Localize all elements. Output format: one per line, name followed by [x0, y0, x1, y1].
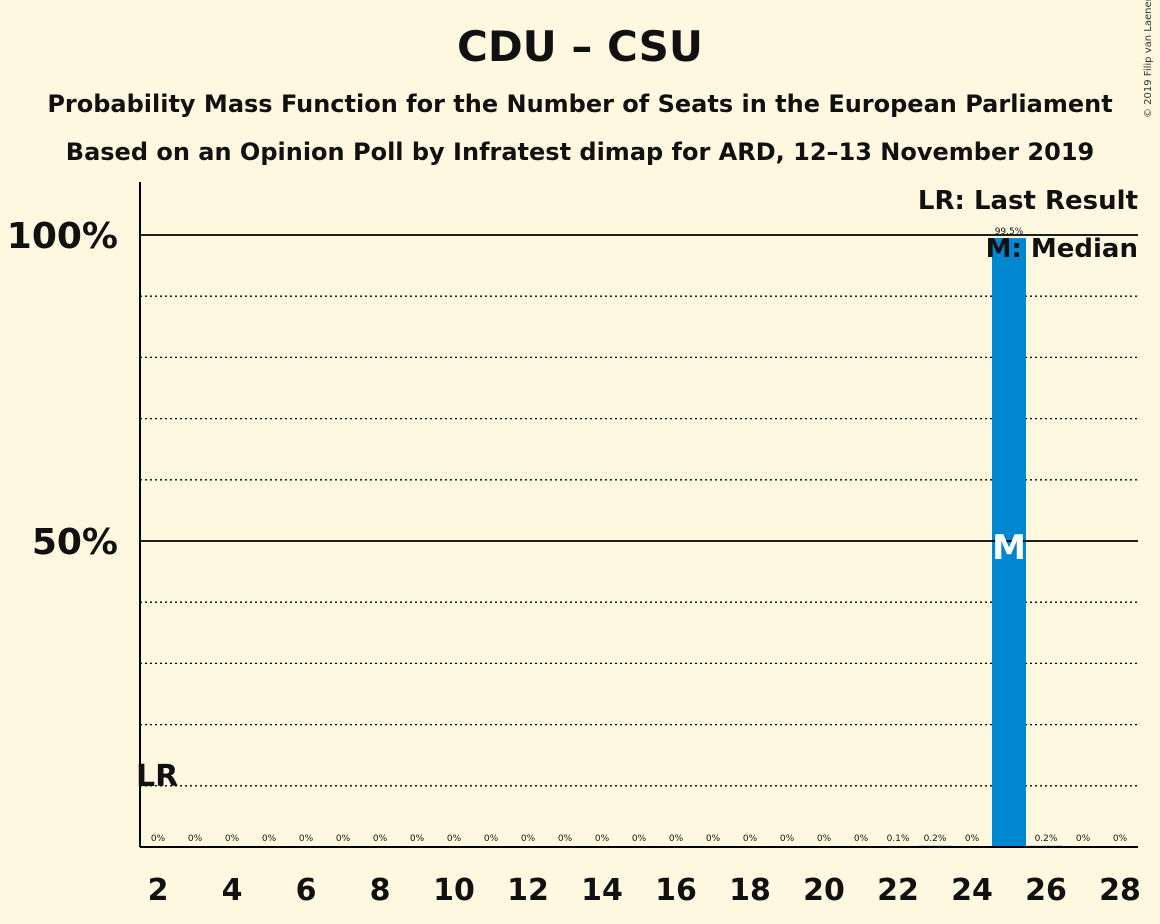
value-label-seat-8: 0%: [373, 834, 388, 844]
value-label-seat-9: 0%: [410, 834, 425, 844]
chart-subtitle: Probability Mass Function for the Number…: [47, 90, 1113, 118]
value-label-seat-14: 0%: [595, 834, 610, 844]
value-label-seat-24: 0%: [965, 834, 980, 844]
value-label-seat-16: 0%: [669, 834, 684, 844]
value-label-seat-22: 0.1%: [887, 834, 910, 844]
x-tick-label-16: 16: [655, 873, 697, 908]
x-tick-label-14: 14: [581, 873, 623, 908]
bar-seat-25: [992, 238, 1026, 847]
x-tick-label-28: 28: [1099, 873, 1141, 908]
x-tick-label-6: 6: [296, 873, 317, 908]
legend-median: M: Median: [986, 234, 1138, 264]
x-tick-label-2: 2: [148, 873, 169, 908]
value-label-seat-26: 0.2%: [1035, 834, 1058, 844]
x-tick-label-12: 12: [507, 873, 549, 908]
chart-title: CDU – CSU: [457, 22, 703, 71]
value-label-seat-3: 0%: [188, 834, 203, 844]
y-tick-label-50: 50%: [32, 522, 118, 563]
last-result-marker: LR: [136, 759, 178, 794]
value-label-seat-6: 0%: [299, 834, 314, 844]
value-label-seat-2: 0%: [151, 834, 166, 844]
value-label-seat-15: 0%: [632, 834, 647, 844]
median-marker: M: [992, 528, 1026, 568]
x-tick-label-10: 10: [433, 873, 475, 908]
x-tick-label-24: 24: [951, 873, 993, 908]
value-label-seat-28: 0%: [1113, 834, 1128, 844]
value-label-seat-12: 0%: [521, 834, 536, 844]
value-label-seat-11: 0%: [484, 834, 499, 844]
value-label-seat-13: 0%: [558, 834, 573, 844]
value-label-seat-20: 0%: [817, 834, 832, 844]
value-label-seat-10: 0%: [447, 834, 462, 844]
value-label-seat-27: 0%: [1076, 834, 1091, 844]
chart-subtitle-poll: Based on an Opinion Poll by Infratest di…: [65, 138, 1095, 166]
value-label-seat-25: 99.5%: [995, 227, 1024, 237]
value-label-seat-19: 0%: [780, 834, 795, 844]
x-tick-label-18: 18: [729, 873, 771, 908]
x-tick-label-4: 4: [222, 873, 243, 908]
x-tick-label-22: 22: [877, 873, 919, 908]
value-label-seat-21: 0%: [854, 834, 869, 844]
value-label-seat-4: 0%: [225, 834, 240, 844]
x-tick-label-20: 20: [803, 873, 845, 908]
value-label-seat-5: 0%: [262, 834, 277, 844]
value-label-seat-17: 0%: [706, 834, 721, 844]
value-label-seat-23: 0.2%: [924, 834, 947, 844]
value-label-seat-7: 0%: [336, 834, 351, 844]
value-label-seat-18: 0%: [743, 834, 758, 844]
x-tick-label-8: 8: [370, 873, 391, 908]
x-tick-label-26: 26: [1025, 873, 1067, 908]
y-tick-label-100: 100%: [7, 216, 118, 257]
legend-last-result: LR: Last Result: [918, 186, 1138, 216]
